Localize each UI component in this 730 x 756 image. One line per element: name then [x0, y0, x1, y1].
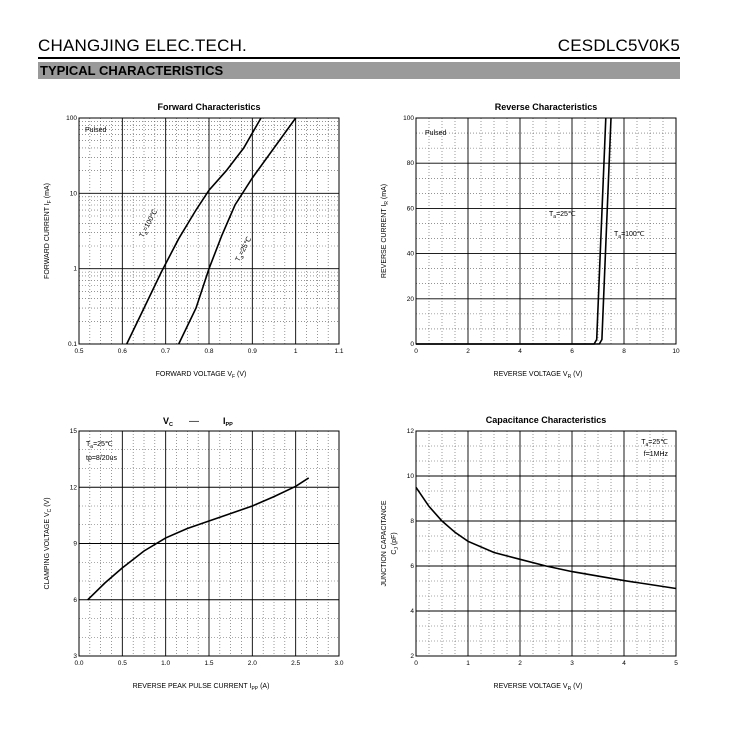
y-tick-label: 100 — [66, 115, 77, 122]
y-tick-label: 1 — [73, 266, 77, 273]
y-tick-label: 0.1 — [68, 341, 77, 348]
section-title: TYPICAL CHARACTERISTICS — [38, 62, 680, 79]
y-axis-label-2: CJ (pF) — [391, 532, 400, 554]
chart-title: Forward Characteristics — [157, 102, 260, 112]
annotation-temperature: Ta=25℃ — [641, 439, 668, 448]
series-label-25c: Ta=25℃ — [549, 211, 576, 220]
x-axis-label: REVERSE VOLTAGE VR (V) — [494, 371, 583, 380]
series-line-1 — [416, 117, 607, 345]
x-tick-label: 4 — [518, 348, 522, 355]
x-tick-label: 8 — [622, 348, 626, 355]
y-tick-label: 12 — [70, 484, 78, 491]
plot-frame — [78, 430, 340, 657]
x-tick-label: 0 — [414, 348, 418, 355]
x-axis-label: REVERSE VOLTAGE VR (V) — [494, 683, 583, 692]
y-axis-label: FORWARD CURRENT IF (mA) — [44, 183, 53, 279]
plot-frame — [415, 430, 677, 657]
y-tick-label: 2 — [410, 653, 414, 660]
series-line-2 — [416, 117, 612, 345]
x-tick-label: 0 — [414, 660, 418, 667]
x-tick-label: 1.5 — [204, 660, 213, 667]
y-axis-label: CLAMPING VOLTAGE VC (V) — [44, 497, 53, 589]
x-tick-label: 2.5 — [291, 660, 300, 667]
y-tick-label: 80 — [407, 160, 415, 167]
y-tick-label: 6 — [410, 563, 414, 570]
x-tick-label: 1 — [466, 660, 470, 667]
y-tick-label: 20 — [407, 296, 415, 303]
grid — [416, 118, 676, 344]
part-number: CESDLC5V0K5 — [557, 36, 680, 55]
x-tick-label: 1.1 — [334, 348, 343, 355]
chart-title: Capacitance Characteristics — [486, 415, 607, 425]
y-tick-label: 40 — [407, 251, 415, 258]
y-tick-label: 9 — [73, 541, 77, 548]
annotation-pulsed: Pulsed — [85, 127, 107, 134]
x-tick-label: 1.0 — [161, 660, 170, 667]
x-tick-label: 2 — [518, 660, 522, 667]
x-tick-label: 0.8 — [204, 348, 213, 355]
x-tick-label: 10 — [672, 348, 680, 355]
x-tick-label: 6 — [570, 348, 574, 355]
chart-forward: 0.5 0.6 0.7 0.8 0.9 1 1.1 0.1 1 10 100 Forward Char… — [44, 102, 344, 380]
y-axis-label: JUNCTION CAPACITANCE — [381, 500, 388, 586]
chart-title-second: IPP — [223, 416, 233, 428]
chart-clamping: 0.0 0.5 1.0 1.5 2.0 2.5 3.0 3 6 9 12 15 VC — IPP REVERS… — [44, 416, 344, 692]
x-tick-label: 0.5 — [118, 660, 127, 667]
y-tick-label: 12 — [407, 428, 415, 435]
series-label-100c: Ta=100℃ — [614, 231, 645, 240]
series-label-100c: Ta=100℃ — [139, 208, 161, 239]
chart-title-dash: — — [189, 416, 199, 427]
y-tick-label: 60 — [407, 205, 415, 212]
x-axis-label: REVERSE PEAK PULSE CURRENT IPP (A) — [133, 683, 270, 692]
grid — [416, 431, 676, 656]
series-line-2 — [177, 117, 297, 345]
header-rule — [38, 57, 680, 59]
series-line-1 — [87, 477, 310, 601]
x-tick-label: 0.0 — [74, 660, 83, 667]
y-tick-label: 100 — [403, 115, 414, 122]
company-name: CHANGJING ELEC.TECH. — [38, 36, 247, 55]
annotation-pulse-width: tp=8/20us — [86, 455, 117, 462]
annotation-frequency: f=1MHz — [644, 451, 669, 458]
series-line-1 — [125, 117, 262, 345]
x-tick-label: 3 — [570, 660, 574, 667]
x-tick-label: 0.6 — [118, 348, 127, 355]
annotation-pulsed: Pulsed — [425, 130, 447, 137]
x-tick-label: 3.0 — [334, 660, 343, 667]
x-tick-label: 0.7 — [161, 348, 170, 355]
y-axis-label: REVERSE CURRENT IR (mA) — [381, 184, 390, 278]
y-tick-label: 8 — [410, 518, 414, 525]
plot-frame — [78, 117, 340, 345]
annotation-temperature: Ta=25℃ — [86, 441, 113, 450]
y-tick-label: 10 — [70, 190, 78, 197]
chart-title: VC — [163, 416, 173, 428]
y-tick-label: 15 — [70, 428, 78, 435]
y-tick-label: 4 — [410, 608, 414, 615]
chart-title: Reverse Characteristics — [495, 102, 598, 112]
x-tick-label: 2 — [466, 348, 470, 355]
x-tick-label: 0.5 — [74, 348, 83, 355]
x-tick-label: 0.9 — [248, 348, 257, 355]
x-tick-label: 5 — [674, 660, 678, 667]
y-tick-label: 6 — [73, 597, 77, 604]
y-tick-label: 3 — [73, 653, 77, 660]
series-line-1 — [415, 486, 677, 590]
x-axis-label: FORWARD VOLTAGE VF (V) — [156, 371, 247, 380]
x-tick-label: 1 — [294, 348, 298, 355]
x-tick-label: 4 — [622, 660, 626, 667]
x-tick-label: 2.0 — [248, 660, 257, 667]
y-tick-label: 0 — [410, 341, 414, 348]
y-tick-label: 10 — [407, 473, 415, 480]
